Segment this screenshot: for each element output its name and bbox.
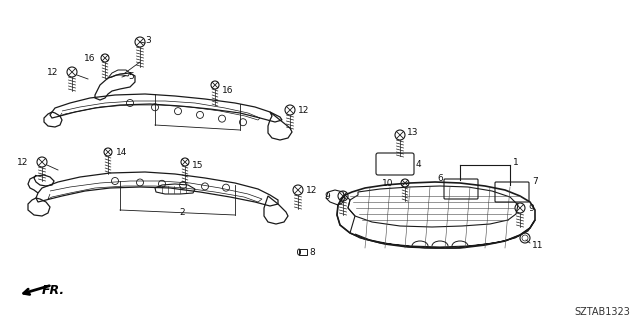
Text: 3: 3 [145, 36, 151, 44]
Text: 14: 14 [116, 148, 127, 156]
Text: 16: 16 [222, 85, 234, 94]
Text: SZTAB1323: SZTAB1323 [574, 307, 630, 317]
Text: 11: 11 [532, 241, 543, 250]
Bar [299, 249, 307, 255]
Text: 13: 13 [407, 127, 419, 137]
Text: FR.: FR. [42, 284, 65, 297]
Text: 2: 2 [179, 207, 185, 217]
Text: 16: 16 [83, 53, 95, 62]
Text: 6: 6 [437, 173, 443, 182]
Text: 4: 4 [416, 159, 422, 169]
Text: 9: 9 [528, 204, 534, 212]
Text: 1: 1 [513, 157, 519, 166]
Text: 12: 12 [17, 157, 28, 166]
Text: 8: 8 [309, 247, 315, 257]
Text: 12: 12 [298, 106, 309, 115]
Text: 12: 12 [306, 186, 317, 195]
Text: 15: 15 [192, 161, 204, 170]
Text: 12: 12 [47, 68, 58, 76]
Text: 10: 10 [381, 179, 393, 188]
Text: 5: 5 [128, 71, 134, 81]
Text: 9: 9 [324, 191, 330, 201]
Text: 7: 7 [532, 177, 538, 186]
